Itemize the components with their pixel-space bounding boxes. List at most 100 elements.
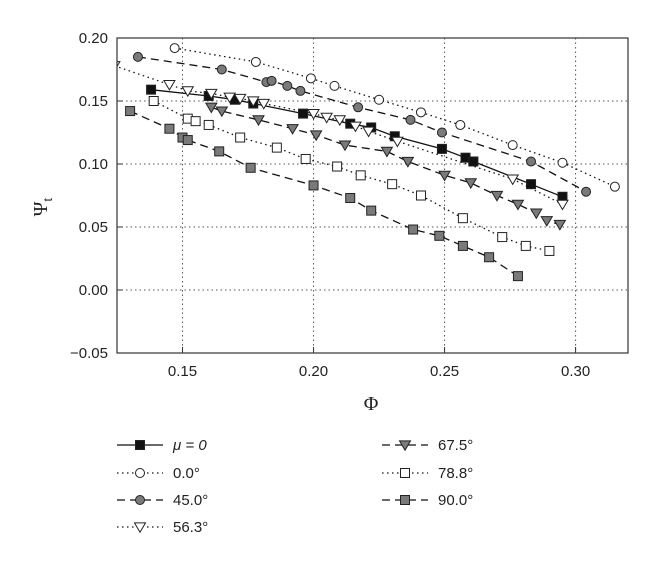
data-point [553, 219, 567, 231]
legend-item: μ = 0 [117, 437, 207, 454]
data-point [526, 179, 537, 190]
data-point [204, 102, 218, 114]
data-point [544, 245, 555, 256]
data-point [214, 146, 225, 157]
y-axis-label-subscript: t [41, 198, 56, 202]
data-point [529, 208, 543, 220]
data-point [380, 146, 394, 158]
legend-swatch-marker [400, 495, 410, 505]
data-point [295, 85, 306, 96]
data-point [457, 213, 468, 224]
data-point [223, 92, 237, 104]
legend-item: 45.0° [117, 492, 208, 509]
data-point [434, 230, 445, 241]
data-point [408, 224, 419, 235]
data-point [309, 130, 323, 142]
data-point [216, 64, 227, 75]
data-point [190, 116, 201, 127]
data-point [353, 102, 364, 113]
data-point [490, 190, 504, 202]
data-point [332, 161, 343, 172]
data-point [164, 123, 175, 134]
legend-label: 45.0° [173, 492, 208, 509]
data-point [298, 108, 309, 119]
data-point [252, 115, 265, 127]
x-tick-label: 0.20 [299, 363, 328, 380]
data-point [215, 106, 229, 118]
data-point [204, 88, 218, 100]
data-point [455, 119, 466, 130]
series-4 [204, 102, 567, 231]
data-point [329, 80, 340, 91]
data-point [506, 174, 520, 186]
data-point [405, 114, 416, 125]
y-tick-label: 0.15 [79, 93, 108, 110]
data-point [457, 240, 468, 251]
data-point [512, 271, 523, 282]
data-point [169, 43, 180, 54]
x-tick-label: 0.25 [430, 363, 459, 380]
legend-swatch-marker [135, 440, 145, 450]
data-point [366, 205, 377, 216]
legend-item: 78.8° [382, 465, 473, 482]
data-point [374, 94, 385, 105]
data-point [132, 51, 143, 62]
data-point [438, 170, 451, 182]
legend-swatch-marker [400, 468, 410, 478]
series-2 [132, 51, 592, 197]
series-layer [117, 43, 620, 282]
tick-layer: 0.15 0.20 0.25 0.30 −0.05 0.00 0.05 0.10 0.15 0.2… [70, 30, 590, 380]
legend-label: 0.0° [173, 465, 200, 482]
data-point [300, 153, 311, 164]
legend-swatch-marker [135, 468, 145, 478]
legend-item: 67.5° [382, 437, 473, 454]
data-point [387, 179, 398, 190]
data-point [484, 252, 495, 263]
x-tick-label: 0.30 [561, 363, 590, 380]
legend-item: 0.0° [117, 465, 200, 482]
data-point [436, 127, 447, 138]
x-axis-label: Φ [364, 393, 379, 415]
series-1 [169, 43, 620, 192]
data-point [246, 96, 260, 108]
data-point [507, 140, 518, 151]
data-point [415, 190, 426, 201]
data-point [609, 181, 620, 192]
y-axis-label: Ψt [30, 198, 56, 217]
legend: μ = 0 0.0° 45.0° 56.3° 67.5° 78.8° 90.0° [117, 437, 473, 536]
series-5 [148, 96, 555, 256]
data-point [464, 178, 478, 190]
data-point [338, 140, 352, 152]
plot-frame [116, 37, 629, 354]
data-point [235, 132, 246, 143]
data-point [333, 115, 347, 127]
legend-item: 90.0° [382, 492, 473, 509]
data-point [282, 80, 293, 91]
data-point [557, 157, 568, 168]
data-point [581, 186, 592, 197]
series-line [174, 47, 616, 188]
data-point [305, 73, 316, 84]
data-point [266, 75, 277, 86]
series-3 [117, 61, 569, 211]
data-point [308, 180, 319, 191]
legend-swatch-marker [398, 440, 412, 452]
legend-label: 67.5° [438, 437, 473, 454]
data-point [526, 156, 537, 167]
data-point [415, 107, 426, 118]
data-point [271, 142, 282, 153]
y-tick-label: 0.20 [79, 30, 108, 47]
data-point [250, 56, 261, 67]
data-point [307, 108, 320, 120]
series-6 [125, 106, 523, 282]
legend-swatch-marker [135, 495, 145, 505]
data-point [245, 162, 256, 173]
y-tick-label: −0.05 [70, 345, 108, 362]
data-point [391, 136, 404, 148]
data-point [345, 193, 356, 204]
data-point [181, 86, 195, 98]
series-line [137, 56, 587, 193]
data-point [520, 240, 531, 251]
y-axis-label-main: Ψ [30, 201, 52, 216]
